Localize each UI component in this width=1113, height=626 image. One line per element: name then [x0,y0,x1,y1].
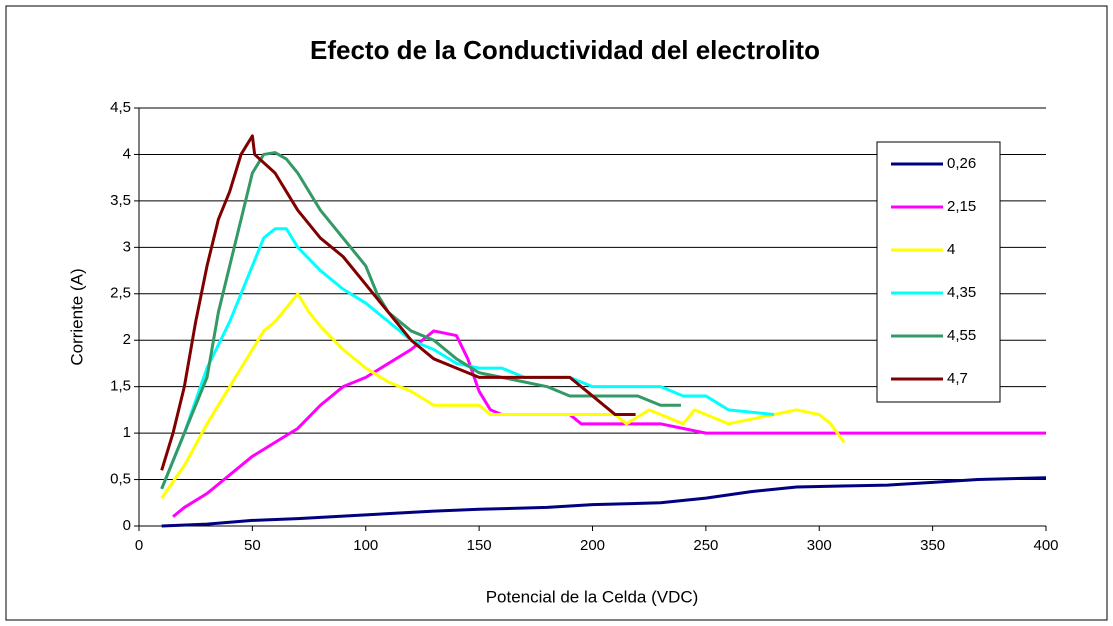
chart-title: Efecto de la Conductividad del electroli… [310,35,820,65]
series-line [160,292,846,499]
x-tick-label: 250 [693,537,718,554]
x-tick-label: 200 [580,537,605,554]
x-tick-label: 300 [807,537,832,554]
x-tick-label: 0 [135,537,143,554]
x-tick-label: 50 [244,537,261,554]
y-tick-label: 3,5 [110,192,131,209]
legend-label: 4,35 [947,284,976,301]
y-tick-label: 2 [123,331,131,348]
y-tick-label: 0 [123,517,131,534]
legend-label: 0,26 [947,155,976,172]
x-tick-label: 400 [1033,537,1058,554]
series-line [160,227,775,490]
x-tick-label: 350 [920,537,945,554]
y-tick-label: 1 [123,424,131,441]
x-axis-label: Potencial de la Celda (VDC) [486,587,699,606]
x-tick-label: 100 [353,537,378,554]
y-tick-label: 4 [123,145,131,162]
y-tick-label: 4,5 [110,99,131,116]
series-line [160,134,636,471]
y-tick-label: 0,5 [110,471,131,488]
y-tick-label: 3 [123,238,131,255]
legend-label: 4,7 [947,370,968,387]
y-tick-label: 1,5 [110,378,131,395]
y-axis-label: Corriente (A) [67,268,86,365]
legend [876,141,1001,403]
series-line [160,151,681,490]
legend-label: 4 [947,241,955,258]
y-tick-label: 2,5 [110,285,131,302]
series-line [161,476,1047,528]
x-tick-label: 150 [467,537,492,554]
legend-label: 2,15 [947,198,976,215]
legend-label: 4,55 [947,327,976,344]
series-line [172,329,1046,518]
